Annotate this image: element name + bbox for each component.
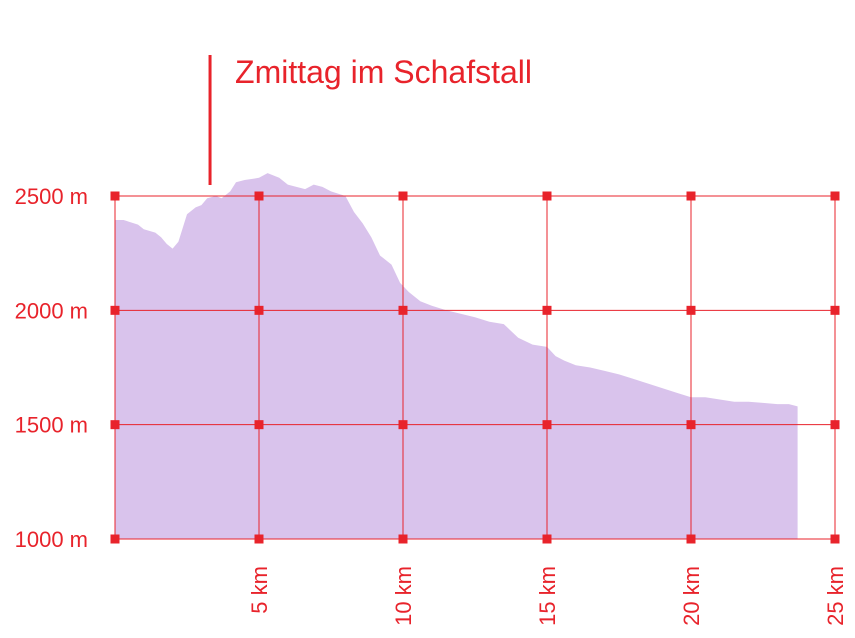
y-tick-label: 1500 m [15, 413, 88, 438]
y-tick-label: 2500 m [15, 184, 88, 209]
x-tick-label: 5 km [247, 566, 272, 614]
grid-marker [398, 305, 408, 315]
grid-marker [830, 420, 840, 430]
x-axis-labels: 5 km 10 km 15 km 20 km 25 km [247, 566, 848, 626]
grid-marker [542, 305, 552, 315]
grid-marker [110, 191, 120, 201]
grid-marker [686, 534, 696, 544]
y-tick-label: 2000 m [15, 298, 88, 323]
grid-marker [254, 534, 264, 544]
grid-marker [254, 191, 264, 201]
y-axis-labels: 1000 m 1500 m 2000 m 2500 m [15, 184, 88, 552]
grid-marker [686, 305, 696, 315]
grid-marker [398, 420, 408, 430]
elevation-area [115, 173, 798, 539]
grid-marker [398, 534, 408, 544]
grid-marker [110, 305, 120, 315]
grid-marker [542, 191, 552, 201]
x-tick-label: 15 km [535, 566, 560, 626]
x-tick-label: 10 km [391, 566, 416, 626]
grid-marker [110, 534, 120, 544]
grid [114, 195, 836, 540]
grid-marker [830, 534, 840, 544]
grid-marker [254, 305, 264, 315]
grid-marker [686, 191, 696, 201]
grid-marker [542, 534, 552, 544]
grid-marker [830, 191, 840, 201]
grid-marker [830, 305, 840, 315]
annotation-label: Zmittag im Schafstall [235, 54, 532, 90]
grid-marker [686, 420, 696, 430]
grid-markers [110, 191, 840, 544]
y-tick-label: 1000 m [15, 527, 88, 552]
x-tick-label: 20 km [679, 566, 704, 626]
x-tick-label: 25 km [823, 566, 848, 626]
grid-marker [254, 420, 264, 430]
grid-marker [398, 191, 408, 201]
grid-marker [110, 420, 120, 430]
grid-marker [542, 420, 552, 430]
